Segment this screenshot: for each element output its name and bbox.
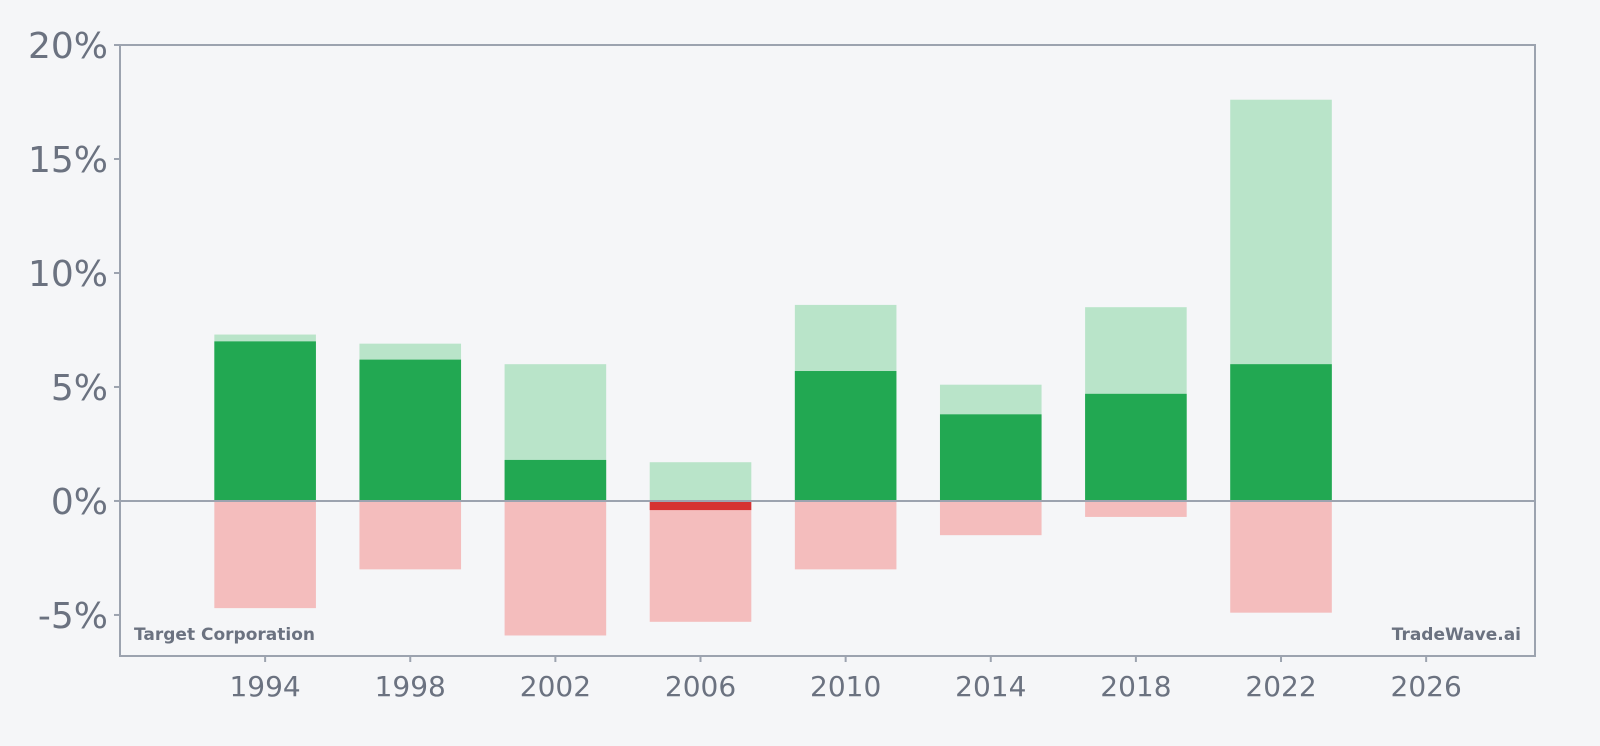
value-bar (504, 459, 607, 501)
range-low-bar (504, 500, 607, 636)
value-bar (794, 371, 897, 501)
range-low-bar (359, 500, 462, 570)
value-bar (214, 341, 316, 501)
x-tick-label: 2014 (955, 670, 1026, 703)
x-tick-label: 2026 (1391, 670, 1462, 703)
range-low-bar (649, 500, 752, 622)
y-tick-label: -5% (38, 596, 108, 637)
value-bar (649, 500, 752, 511)
value-bar (1085, 393, 1187, 501)
range-high-bar (649, 462, 752, 501)
range-low-bar (1230, 500, 1332, 613)
range-low-bar (939, 500, 1042, 536)
value-bar (939, 414, 1042, 501)
y-tick-label: 0% (51, 482, 108, 523)
x-tick-label: 2010 (810, 670, 881, 703)
value-bar (359, 359, 462, 501)
company-label: Target Corporation (134, 625, 315, 645)
y-tick-label: 20% (28, 26, 108, 67)
bars-layer (214, 99, 1332, 636)
y-tick-label: 15% (28, 140, 108, 181)
plot-frame (119, 44, 1536, 657)
range-low-bar (1085, 500, 1187, 517)
range-low-bar (794, 500, 897, 570)
x-axis: 1994 1998 2002 2006 2010 2014 2018 2022 2026 (229, 656, 1462, 703)
y-tick-label: 5% (51, 368, 108, 409)
x-tick-label: 2002 (520, 670, 591, 703)
x-tick-label: 2018 (1100, 670, 1171, 703)
range-low-bar (214, 500, 316, 609)
y-tick-label: 10% (28, 254, 108, 295)
x-tick-label: 1994 (229, 670, 300, 703)
x-tick-label: 2022 (1245, 670, 1316, 703)
x-tick-label: 2006 (665, 670, 736, 703)
value-bar (1230, 364, 1332, 501)
x-tick-label: 1998 (375, 670, 446, 703)
y-axis: -5% 0% 5% 10% 15% 20% (28, 26, 120, 637)
brand-label: TradeWave.ai (1392, 625, 1521, 645)
